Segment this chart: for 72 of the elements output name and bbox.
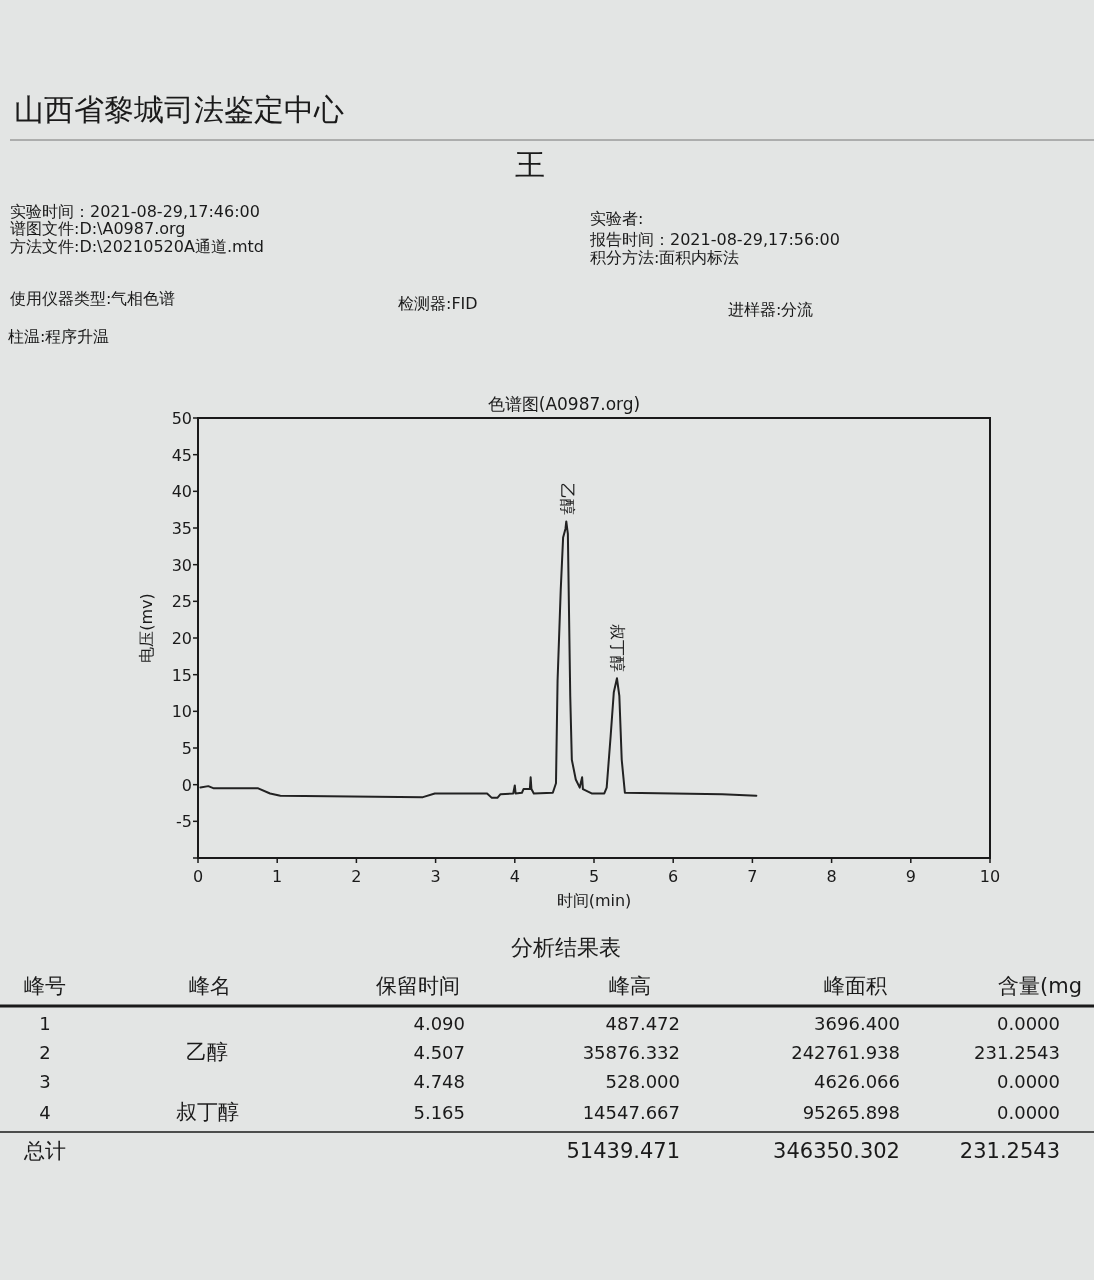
text: 报告时间：2021-08-29,17:56:00 xyxy=(589,230,840,249)
y-tick-label: 30 xyxy=(171,555,192,575)
text: 积分方法:面积内标法 xyxy=(590,248,740,267)
y-tick-label: 10 xyxy=(171,702,192,722)
y-tick-label: 5 xyxy=(181,739,192,758)
y-tick-label: 25 xyxy=(171,592,192,612)
x-tick-label: 8 xyxy=(826,867,837,886)
y-tick-label: 20 xyxy=(171,629,192,648)
text: 3 xyxy=(39,1071,51,1092)
text: 231.2543 xyxy=(959,1139,1060,1163)
text: 柱温:程序升温 xyxy=(8,327,110,346)
text: 4.507 xyxy=(413,1042,465,1063)
text: 检测器:FID xyxy=(398,294,478,313)
text: 山西省黎城司法鉴定中心 xyxy=(14,92,344,127)
text: 实验时间：2021-08-29,17:46:00 xyxy=(10,202,260,221)
text: 4.090 xyxy=(413,1013,465,1034)
text: 0.0000 xyxy=(997,1102,1060,1123)
x-tick-label: 6 xyxy=(668,867,679,886)
text: 峰高 xyxy=(609,974,651,998)
annotation: 乙醇 xyxy=(557,483,577,516)
y-tick-label: 50 xyxy=(171,409,192,428)
text: 4.748 xyxy=(413,1071,465,1092)
text: 方法文件:D:\20210520A通道.mtd xyxy=(10,237,264,256)
x-tick-label: 5 xyxy=(588,867,600,886)
text: 1 xyxy=(39,1013,51,1034)
text: 峰名 xyxy=(189,974,231,998)
text: 0.0000 xyxy=(997,1013,1060,1034)
text: 2 xyxy=(39,1042,51,1063)
text: 峰面积 xyxy=(823,974,887,998)
x-tick-label: 1 xyxy=(272,867,283,886)
text: 5.165 xyxy=(413,1102,465,1123)
text: 峰号 xyxy=(24,974,66,998)
x-tick-label: 10 xyxy=(979,867,1001,886)
text: 528.000 xyxy=(605,1071,680,1092)
y-tick-label: 40 xyxy=(171,482,192,502)
text: 保留时间 xyxy=(376,974,460,998)
text: 95265.898 xyxy=(802,1102,900,1123)
text: 35876.332 xyxy=(582,1042,680,1063)
text: 14547.667 xyxy=(582,1102,680,1123)
x-tick-label: 9 xyxy=(905,867,916,886)
text: 0.0000 xyxy=(997,1071,1060,1092)
y-tick-label: 15 xyxy=(171,665,192,685)
text: 进样器:分流 xyxy=(728,300,814,319)
y-axis-title: 电压(mv) xyxy=(137,593,156,663)
x-tick-label: 4 xyxy=(509,867,520,886)
text: 谱图文件:D:\A0987.org xyxy=(10,219,186,238)
text: 叔丁醇 xyxy=(175,1100,239,1124)
x-tick-label: 3 xyxy=(430,867,441,886)
text: 231.2543 xyxy=(974,1042,1060,1063)
text: 51439.471 xyxy=(566,1139,680,1163)
text: 实验者: xyxy=(590,209,644,228)
text: 总计 xyxy=(23,1139,66,1163)
y-tick-label: 0 xyxy=(181,775,192,795)
text: 使用仪器类型:气相色谱 xyxy=(10,289,176,308)
text: 分析结果表 xyxy=(511,935,621,960)
annotation: 叔丁醇 xyxy=(608,624,628,673)
text: 含量(mg xyxy=(998,974,1082,998)
text: 3696.400 xyxy=(814,1013,900,1034)
text: 王 xyxy=(515,147,545,182)
x-tick-label: 2 xyxy=(351,867,362,886)
text: 487.472 xyxy=(605,1013,680,1034)
chart-title: 色谱图(A0987.org) xyxy=(487,394,641,414)
text: 4626.066 xyxy=(814,1071,900,1092)
text: 乙醇 xyxy=(186,1040,228,1064)
y-tick-label: 35 xyxy=(171,519,192,538)
text: 346350.302 xyxy=(773,1139,900,1163)
x-axis-title: 时间(min) xyxy=(556,891,632,910)
y-tick-label: 45 xyxy=(171,445,192,465)
text: 4 xyxy=(39,1102,51,1123)
y-tick-label: -5 xyxy=(176,812,192,832)
text: 242761.938 xyxy=(791,1042,900,1063)
x-tick-label: 7 xyxy=(747,867,758,886)
